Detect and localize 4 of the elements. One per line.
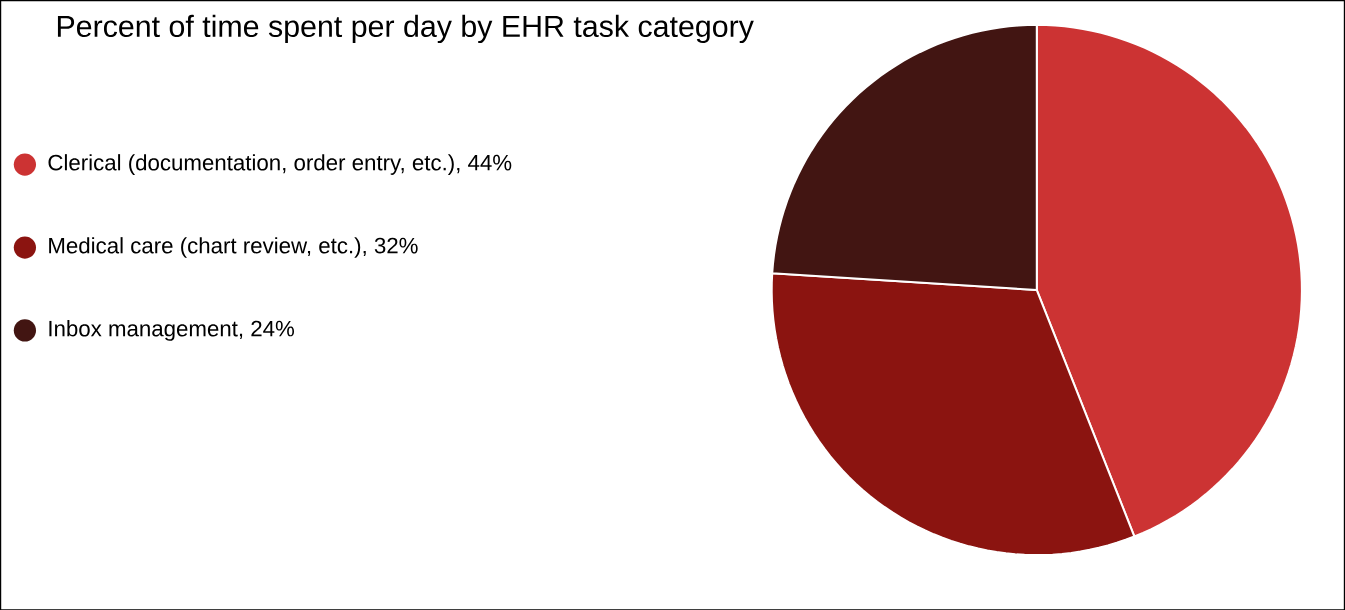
legend-label: Inbox management, 24%: [49, 319, 295, 341]
legend-label: Clerical (documentation, order entry, etc.), 44%: [48, 153, 512, 175]
chart-title: Percent of time spent per day by EHR task category: [57, 14, 754, 43]
legend-label: Medical care (chart review, etc.), 32%: [49, 236, 418, 258]
